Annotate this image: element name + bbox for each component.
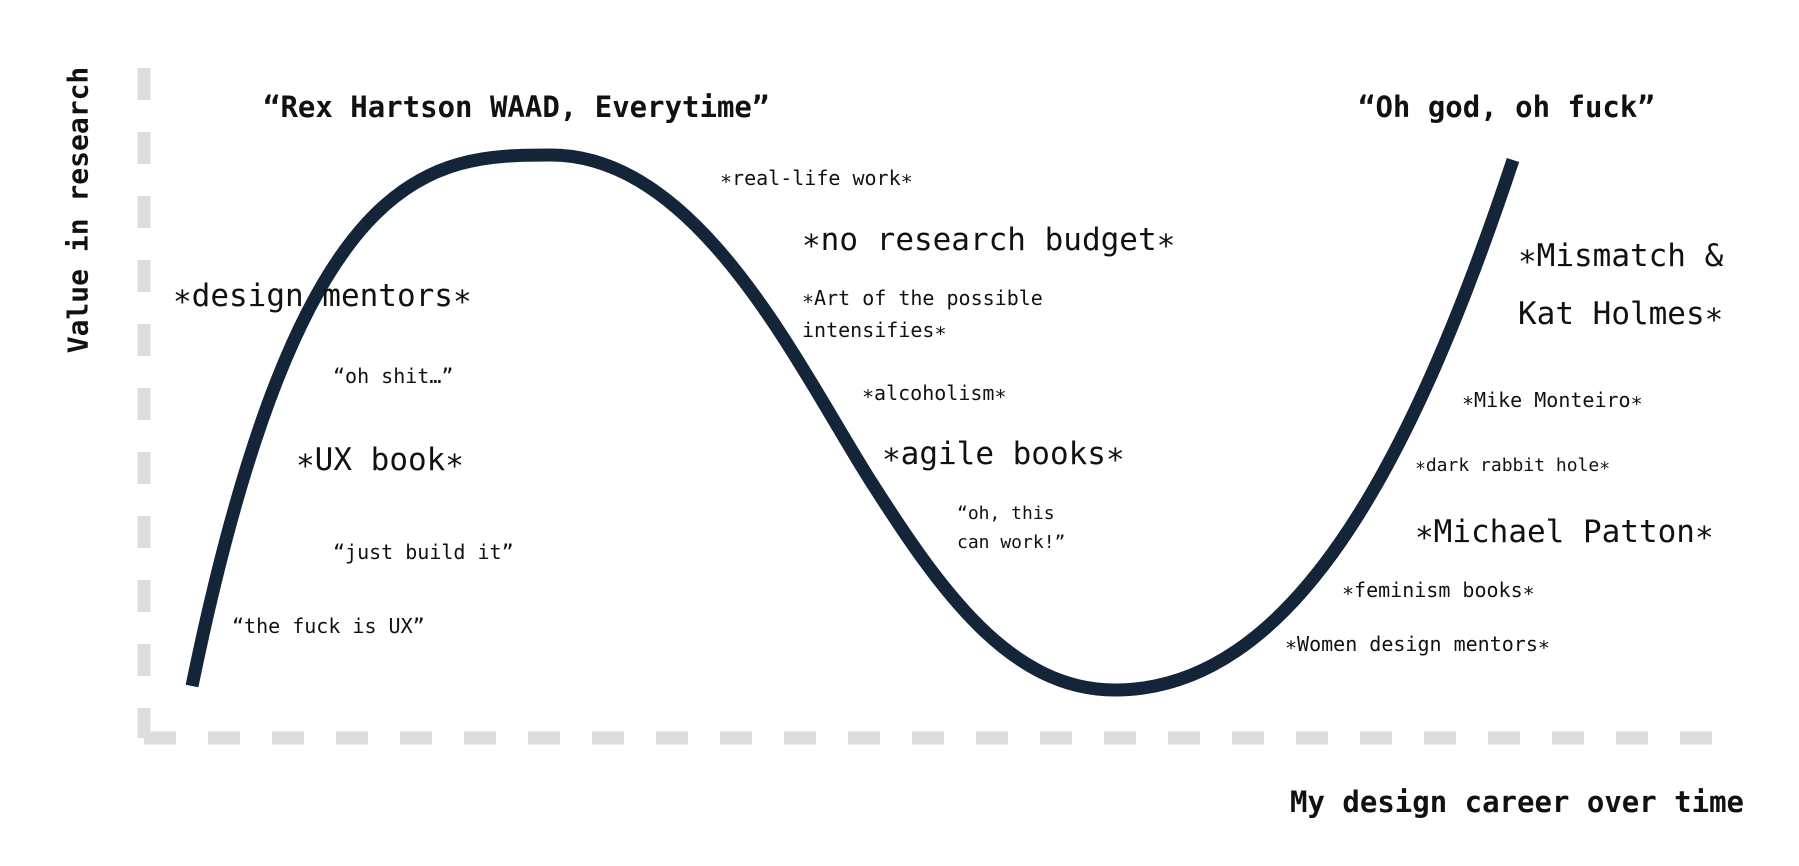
label-the-fuck-is-ux: “the fuck is UX”	[232, 614, 425, 638]
right-peak-quote: “Oh god, oh fuck”	[1358, 90, 1655, 124]
label-alcoholism: ∗alcoholism∗	[862, 381, 1007, 405]
left-peak-quote: “Rex Hartson WAAD, Everytime”	[263, 90, 770, 124]
label-oh-shit: “oh shit…”	[333, 364, 454, 388]
career-curve	[185, 148, 1520, 697]
label-just-build-it: “just build it”	[333, 540, 514, 564]
y-axis-label: Value in research	[61, 66, 95, 354]
label-feminism-books: ∗feminism books∗	[1342, 578, 1535, 602]
x-axis-label: My design career over time	[1290, 785, 1744, 819]
label-no-research-budget: ∗no research budget∗	[802, 222, 1176, 258]
label-mike-monteiro: ∗Mike Monteiro∗	[1462, 388, 1643, 412]
label-art-of-the-possible: ∗Art of the possible intensifies∗	[802, 286, 1043, 342]
label-michael-patton: ∗Michael Patton∗	[1415, 514, 1714, 550]
label-design-mentors: ∗design mentors∗	[173, 278, 472, 314]
label-real-life-work: ∗real-life work∗	[720, 166, 913, 190]
label-women-design-mentors: ∗Women design mentors∗	[1285, 632, 1550, 656]
label-ux-book: ∗UX book∗	[296, 442, 464, 478]
label-agile-books: ∗agile books∗	[882, 436, 1125, 472]
label-oh-this-can-work: “oh, this can work!”	[957, 503, 1066, 553]
label-dark-rabbit-hole: ∗dark rabbit hole∗	[1415, 455, 1611, 476]
label-mismatch-kat-holmes: ∗Mismatch & Kat Holmes∗	[1518, 238, 1724, 332]
